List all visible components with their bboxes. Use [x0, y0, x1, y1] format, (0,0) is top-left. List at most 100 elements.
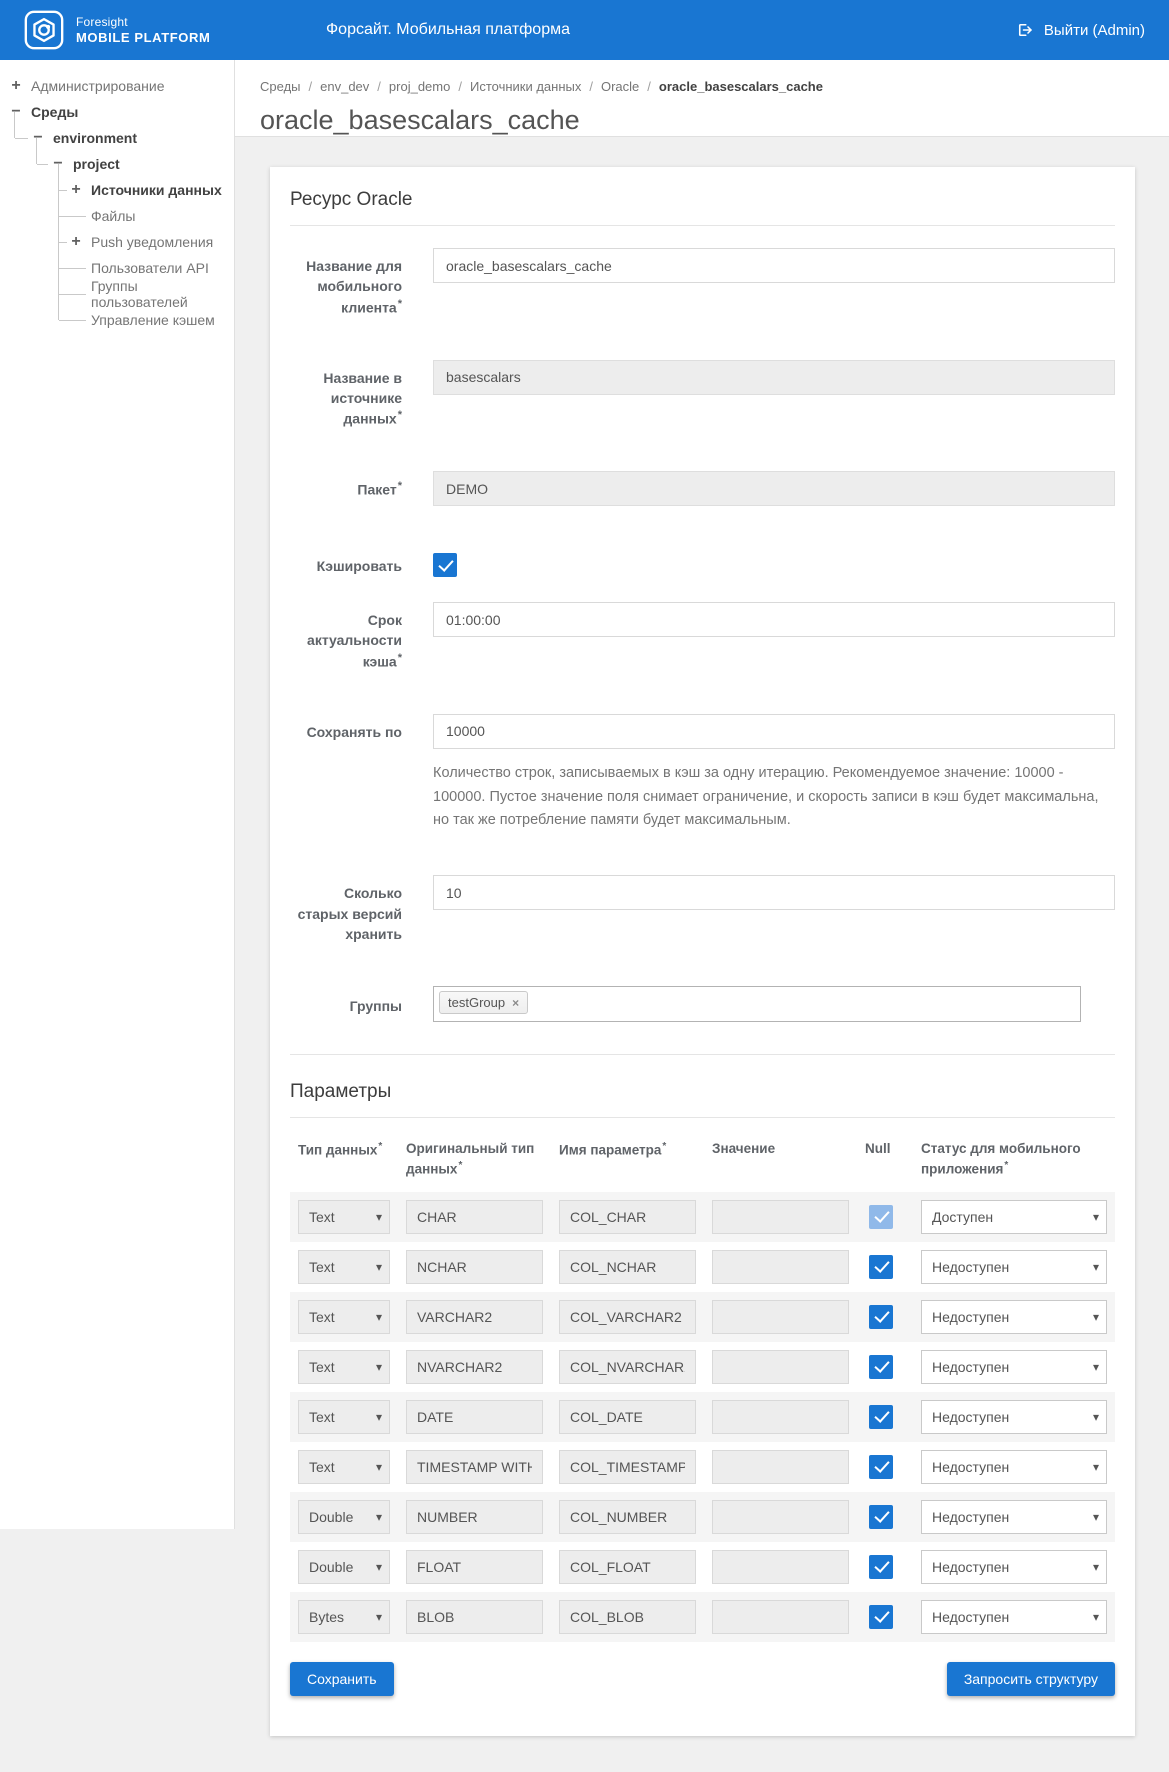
null-checkbox[interactable]	[869, 1504, 893, 1529]
sidebar-tree-item[interactable]: environment	[0, 112, 234, 151]
null-checkbox[interactable]	[869, 1454, 893, 1479]
save-button[interactable]: Сохранить	[290, 1661, 394, 1696]
status-select[interactable]: Недоступен	[921, 1249, 1107, 1284]
data-type-select[interactable]: Double	[298, 1499, 390, 1534]
data-type-select[interactable]: Text	[298, 1449, 390, 1484]
null-checkbox[interactable]	[869, 1354, 893, 1379]
param-name-input	[559, 1299, 696, 1334]
old-versions-input[interactable]	[433, 875, 1115, 911]
tree-toggle-icon[interactable]	[8, 78, 24, 94]
data-type-select[interactable]: Bytes	[298, 1599, 390, 1634]
form-row-old-versions: Сколько старых версий хранить	[290, 875, 1115, 944]
resource-section: Ресурс Oracle Название для мобильного кл…	[290, 189, 1115, 1023]
null-checkbox[interactable]	[869, 1404, 893, 1429]
cache-ttl-input[interactable]	[433, 602, 1115, 638]
breadcrumb-item[interactable]: env_dev	[320, 79, 370, 94]
column-header-original-type: Оригинальный тип данных	[406, 1140, 543, 1179]
request-structure-button[interactable]: Запросить структуру	[946, 1661, 1115, 1696]
breadcrumb-item[interactable]: Oracle	[600, 79, 640, 94]
breadcrumb-item[interactable]: oracle_basescalars_cache	[658, 79, 823, 94]
parameters-table: Тип данных Оригинальный тип данных Имя п…	[290, 1140, 1115, 1642]
parameter-row: Text	[290, 1342, 1115, 1392]
tree-toggle-icon[interactable]	[8, 104, 24, 120]
app-logo[interactable]: Foresight MOBILE PLATFORM	[24, 10, 210, 50]
param-name-input	[559, 1399, 696, 1434]
null-checkbox[interactable]	[869, 1204, 893, 1229]
status-select[interactable]: Недоступен	[921, 1449, 1107, 1484]
status-select[interactable]: Недоступен	[921, 1599, 1107, 1634]
sidebar-tree-item[interactable]: Источники данных	[0, 164, 234, 216]
data-type-select[interactable]: Text	[298, 1199, 390, 1234]
cache-checkbox[interactable]	[433, 553, 457, 578]
form-row-source-name: Название в источнике данных	[290, 359, 1115, 430]
status-select[interactable]: Недоступен	[921, 1499, 1107, 1534]
data-type-select[interactable]: Text	[298, 1249, 390, 1284]
breadcrumb-item[interactable]: proj_demo	[388, 79, 451, 94]
main-content: Среды / env_dev / proj_demo / Источ	[235, 60, 1169, 1736]
breadcrumb-separator: /	[377, 79, 381, 94]
null-checkbox[interactable]	[869, 1304, 893, 1329]
parameters-table-rows: Text	[290, 1191, 1115, 1642]
sidebar-tree-item[interactable]: Администрирование	[0, 73, 234, 99]
null-cell	[865, 1604, 905, 1629]
breadcrumb-item[interactable]: Источники данных	[469, 79, 582, 94]
parameter-row: Double	[290, 1542, 1115, 1592]
param-name-input	[559, 1249, 696, 1284]
data-type-select-wrapper: Text	[298, 1399, 390, 1434]
param-name-input	[559, 1599, 696, 1634]
data-type-select-wrapper: Bytes	[298, 1599, 390, 1634]
status-select[interactable]: Недоступен	[921, 1399, 1107, 1434]
value-input	[712, 1349, 849, 1384]
form-row-cache: Кэшировать	[290, 548, 1115, 580]
param-name-input	[559, 1549, 696, 1584]
tree-item-label: Группы пользователей	[91, 278, 188, 310]
breadcrumb-separator: /	[308, 79, 313, 94]
value-input	[712, 1249, 849, 1284]
column-header-status: Статус для мобильного приложения	[921, 1140, 1107, 1179]
tree-item-label: Среды	[31, 104, 79, 120]
column-header-param-name: Имя параметра	[559, 1140, 696, 1160]
data-type-select[interactable]: Text	[298, 1299, 390, 1334]
form-row-package: Пакет	[290, 471, 1115, 507]
remove-tag-icon[interactable]: ×	[512, 995, 520, 1010]
sidebar-tree-item[interactable]: Группы пользователей	[0, 268, 234, 320]
sidebar-tree-item[interactable]: Файлы	[0, 190, 234, 242]
param-name-input	[559, 1199, 696, 1234]
package-label: Пакет	[290, 471, 402, 506]
data-type-select-wrapper: Text	[298, 1349, 390, 1384]
data-type-select[interactable]: Double	[298, 1549, 390, 1584]
original-type-input	[406, 1349, 543, 1384]
sidebar-tree-item[interactable]: Среды	[0, 99, 234, 125]
tree-item-label: Администрирование	[31, 78, 165, 94]
tree-toggle-icon[interactable]	[68, 234, 84, 250]
logout-button[interactable]: Выйти (Admin)	[1016, 21, 1145, 39]
value-input	[712, 1599, 849, 1634]
data-type-select[interactable]: Text	[298, 1349, 390, 1384]
tree-toggle-icon[interactable]	[68, 182, 84, 198]
groups-input[interactable]: testGroup ×	[433, 986, 1081, 1023]
tree-item-label: Push уведомления	[91, 234, 214, 250]
original-type-input	[406, 1499, 543, 1534]
breadcrumb-separator: /	[589, 79, 593, 94]
status-select[interactable]: Недоступен	[921, 1349, 1107, 1384]
breadcrumb-item[interactable]: Среды	[260, 79, 301, 94]
null-checkbox[interactable]	[869, 1604, 893, 1629]
sidebar-tree-item[interactable]: project	[0, 138, 234, 177]
sidebar-tree-item[interactable]: Push уведомления	[0, 216, 234, 268]
original-type-input	[406, 1549, 543, 1584]
tree-toggle-icon[interactable]	[30, 130, 46, 146]
status-select[interactable]: Недоступен	[921, 1549, 1107, 1584]
status-select[interactable]: Недоступен	[921, 1299, 1107, 1334]
logout-icon	[1016, 21, 1034, 39]
null-checkbox[interactable]	[869, 1554, 893, 1579]
column-header-null: Null	[865, 1141, 891, 1157]
mobile-name-input[interactable]	[433, 248, 1115, 283]
sidebar-tree-item[interactable]: Управление кэшем	[0, 294, 234, 333]
save-by-input[interactable]	[433, 713, 1115, 749]
resource-section-title: Ресурс Oracle	[290, 189, 1115, 226]
null-checkbox[interactable]	[869, 1254, 893, 1279]
original-type-input	[406, 1249, 543, 1284]
param-name-input	[559, 1349, 696, 1384]
status-select[interactable]: Доступен	[921, 1199, 1107, 1234]
data-type-select[interactable]: Text	[298, 1399, 390, 1434]
